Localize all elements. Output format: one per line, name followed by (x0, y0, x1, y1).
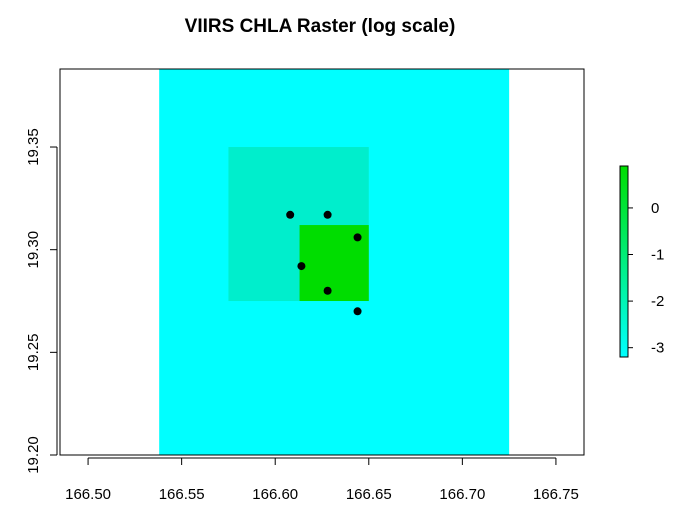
y-tick-label-2: 19.30 (25, 231, 42, 269)
x-tick-label-0: 166.50 (65, 486, 111, 503)
y-tick-label-1: 19.25 (25, 334, 42, 372)
legend-tick-label-0: 0 (651, 200, 659, 217)
legend-tick-label-2: -2 (651, 293, 664, 310)
color-legend: 0 -1 -2 -3 (619, 165, 664, 358)
x-tick-label-2: 166.60 (252, 486, 298, 503)
legend-tick-label-3: -3 (651, 340, 664, 357)
data-point-0 (286, 210, 295, 219)
plot-border (59, 68, 585, 456)
y-axis: 19.20 19.25 19.30 19.35 (25, 128, 58, 474)
x-tick-label-4: 166.70 (439, 486, 485, 503)
legend-tick-label-1: -1 (651, 247, 664, 264)
x-tick-label-3: 166.65 (346, 486, 392, 503)
plot-area (159, 69, 510, 455)
data-point-5 (353, 307, 362, 316)
x-tick-label-5: 166.75 (533, 486, 579, 503)
x-axis: 166.50 166.55 166.60 166.65 166.70 166.75 (65, 457, 579, 503)
chart-title: VIIRS CHLA Raster (log scale) (185, 16, 456, 37)
data-point-4 (323, 286, 332, 295)
legend-color-bar (619, 165, 629, 358)
x-tick-label-1: 166.55 (159, 486, 205, 503)
y-tick-label-3: 19.35 (25, 128, 42, 166)
data-point-1 (323, 210, 332, 219)
data-point-2 (353, 233, 362, 242)
data-point-3 (297, 262, 306, 271)
y-tick-label-0: 19.20 (25, 436, 42, 474)
